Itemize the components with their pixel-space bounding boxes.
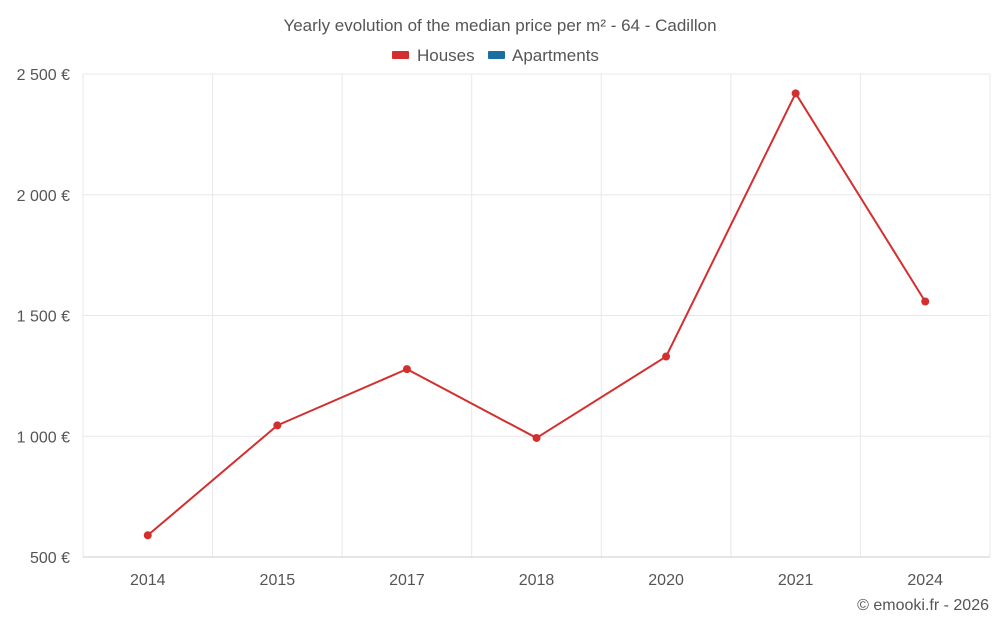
y-tick-label: 1 000 € <box>17 429 70 446</box>
legend-label-apartments: Apartments <box>512 46 599 65</box>
legend-swatch-houses <box>392 51 409 59</box>
y-tick-label: 2 500 € <box>17 67 70 84</box>
data-point-houses[interactable] <box>791 89 800 98</box>
x-tick-label: 2021 <box>778 572 814 589</box>
data-point-houses[interactable] <box>402 365 411 374</box>
x-gridlines <box>82 74 991 557</box>
y-tick-label: 500 € <box>30 550 70 567</box>
data-point-houses[interactable] <box>273 421 282 430</box>
data-point-houses[interactable] <box>662 352 671 361</box>
legend-swatch-apartments <box>488 51 505 59</box>
y-tick-labels: 500 € 1 000 € 1 500 € 2 000 € 2 500 € <box>17 67 70 567</box>
legend-label-houses: Houses <box>417 46 475 65</box>
y-tick-label: 1 500 € <box>17 309 70 326</box>
x-tick-label: 2020 <box>648 572 684 589</box>
x-tick-labels: 2014 2015 2017 2018 2020 2021 2024 <box>130 572 943 589</box>
series-line-houses <box>147 92 927 537</box>
y-tick-label: 2 000 € <box>17 188 70 205</box>
data-point-houses[interactable] <box>532 433 541 442</box>
x-tick-label: 2018 <box>519 572 555 589</box>
x-tick-label: 2024 <box>907 572 943 589</box>
x-tick-label: 2017 <box>389 572 425 589</box>
series-layer <box>143 89 930 540</box>
legend-item-houses[interactable]: Houses <box>392 46 475 65</box>
x-tick-label: 2014 <box>130 572 166 589</box>
chart-title: Yearly evolution of the median price per… <box>283 16 716 35</box>
data-point-houses[interactable] <box>143 531 152 540</box>
x-tick-label: 2015 <box>260 572 296 589</box>
legend-item-apartments[interactable]: Apartments <box>488 46 599 65</box>
data-point-houses[interactable] <box>921 297 930 306</box>
legend: Houses Apartments <box>392 46 599 65</box>
credit-text: © emooki.fr - 2026 <box>857 597 989 614</box>
y-gridlines <box>83 73 990 437</box>
